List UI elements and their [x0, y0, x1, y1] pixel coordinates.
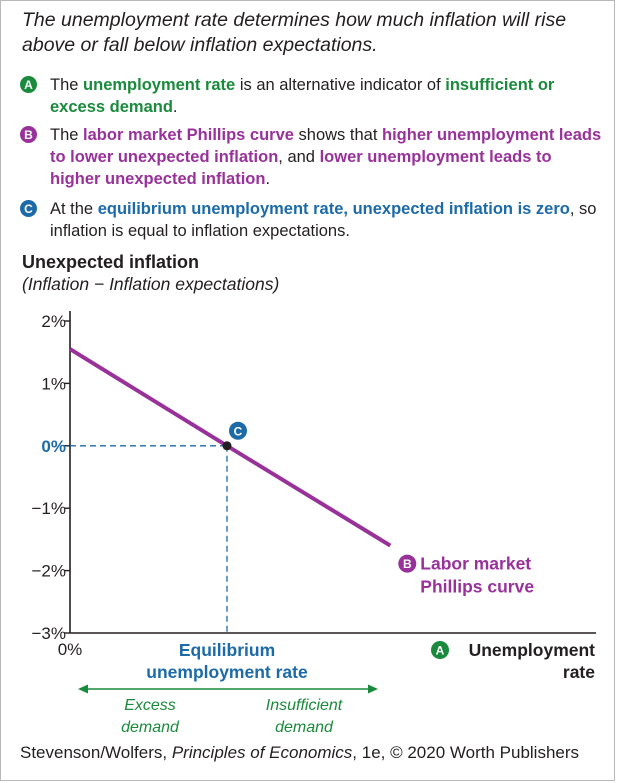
figure-heading: The unemployment rate determines how muc…	[22, 9, 567, 56]
x-axis-label-line2: rate	[563, 662, 595, 682]
badge-c-chart-icon	[229, 421, 247, 440]
badge-a-icon: A	[20, 76, 37, 93]
y-tick-label: −3%	[32, 624, 67, 643]
equilibrium-label-line2: unemployment rate	[146, 662, 308, 682]
y-axis-subtitle: (Inflation − Inflation expectations)	[22, 274, 280, 294]
curve-label-line2: Phillips curve	[420, 577, 534, 597]
y-tick-label: −1%	[32, 499, 67, 518]
note-a: A The unemployment rate is an alternativ…	[20, 74, 605, 118]
badge-a-chart-icon	[431, 641, 449, 659]
excess-demand-arrowhead	[78, 684, 88, 694]
badge-a-chart-letter: A	[436, 644, 445, 658]
badge-b-icon: B	[20, 126, 37, 143]
equilibrium-point	[222, 441, 232, 451]
y-axis-title: Unexpected inflation	[22, 252, 200, 272]
badge-c-icon: C	[20, 200, 37, 217]
badge-b-chart-icon	[398, 554, 417, 573]
excess-demand-label-line1: Excess	[124, 697, 176, 714]
badge-b-chart-letter: B	[403, 557, 412, 571]
excess-demand-label-line2: demand	[121, 719, 180, 736]
y-tick-label: −2%	[32, 562, 67, 581]
insufficient-demand-label-line2: demand	[275, 719, 334, 736]
curve-label-line1: Labor market	[420, 554, 531, 574]
note-b: B The labor market Phillips curve shows …	[20, 124, 605, 190]
insufficient-demand-label-line1: Insufficient	[266, 697, 343, 714]
insufficient-demand-arrowhead	[368, 684, 378, 694]
y-tick-label: 0%	[41, 437, 66, 456]
y-tick-label: 1%	[41, 374, 66, 393]
y-tick-label: 2%	[41, 312, 66, 331]
x-tick-label-origin: 0%	[58, 640, 83, 659]
badge-c-chart-letter: C	[234, 424, 243, 438]
credit-line: Stevenson/Wolfers, Principles of Economi…	[20, 743, 580, 762]
note-c: C At the equilibrium unemployment rate, …	[20, 198, 605, 242]
x-axis-label-line1: Unemployment	[469, 640, 596, 660]
equilibrium-label-line1: Equilibrium	[179, 640, 275, 660]
